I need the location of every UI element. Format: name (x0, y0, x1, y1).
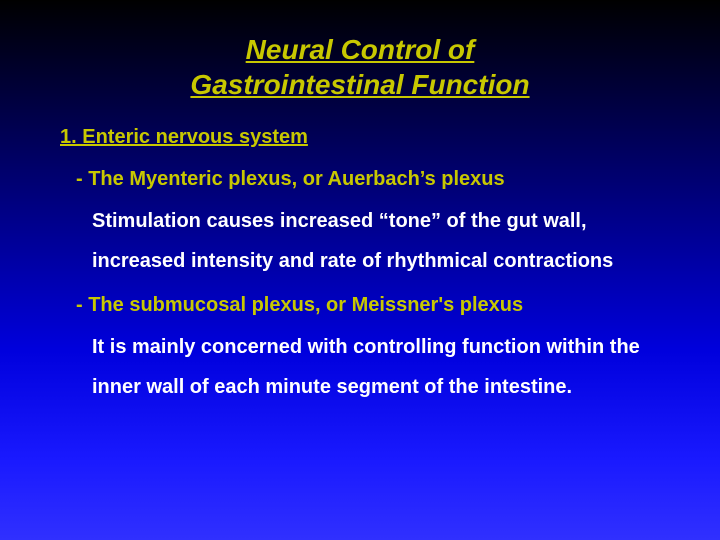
body-text-2: It is mainly concerned with controlling … (92, 327, 660, 407)
subheading-1: - The Myenteric plexus, or Auerbach’s pl… (76, 165, 660, 193)
subheading-2: - The submucosal plexus, or Meissner's p… (76, 291, 660, 319)
slide-title: Neural Control of Gastrointestinal Funct… (60, 32, 660, 102)
title-line-2: Gastrointestinal Function (190, 69, 529, 100)
section-heading-1: 1. Enteric nervous system (60, 126, 660, 149)
title-line-1: Neural Control of (246, 34, 475, 65)
slide: Neural Control of Gastrointestinal Funct… (0, 0, 720, 540)
body-text-1: Stimulation causes increased “tone” of t… (92, 201, 660, 281)
